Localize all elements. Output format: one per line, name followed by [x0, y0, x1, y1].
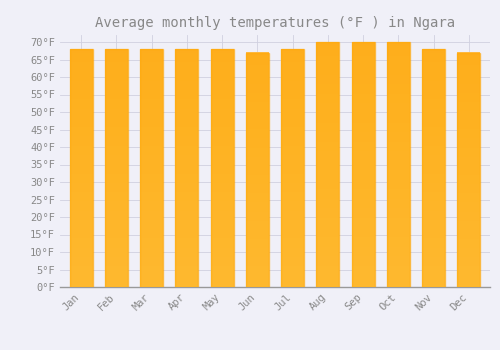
Bar	[387, 42, 410, 287]
Bar	[105, 49, 128, 287]
Bar	[281, 49, 304, 287]
Title: Average monthly temperatures (°F ) in Ngara: Average monthly temperatures (°F ) in Ng…	[95, 16, 455, 30]
Bar	[422, 49, 445, 287]
Bar	[246, 52, 269, 287]
Bar	[70, 49, 92, 287]
Bar	[458, 52, 480, 287]
Bar	[316, 42, 340, 287]
Bar	[176, 49, 199, 287]
Bar	[352, 42, 374, 287]
Bar	[140, 49, 163, 287]
Bar	[210, 49, 234, 287]
